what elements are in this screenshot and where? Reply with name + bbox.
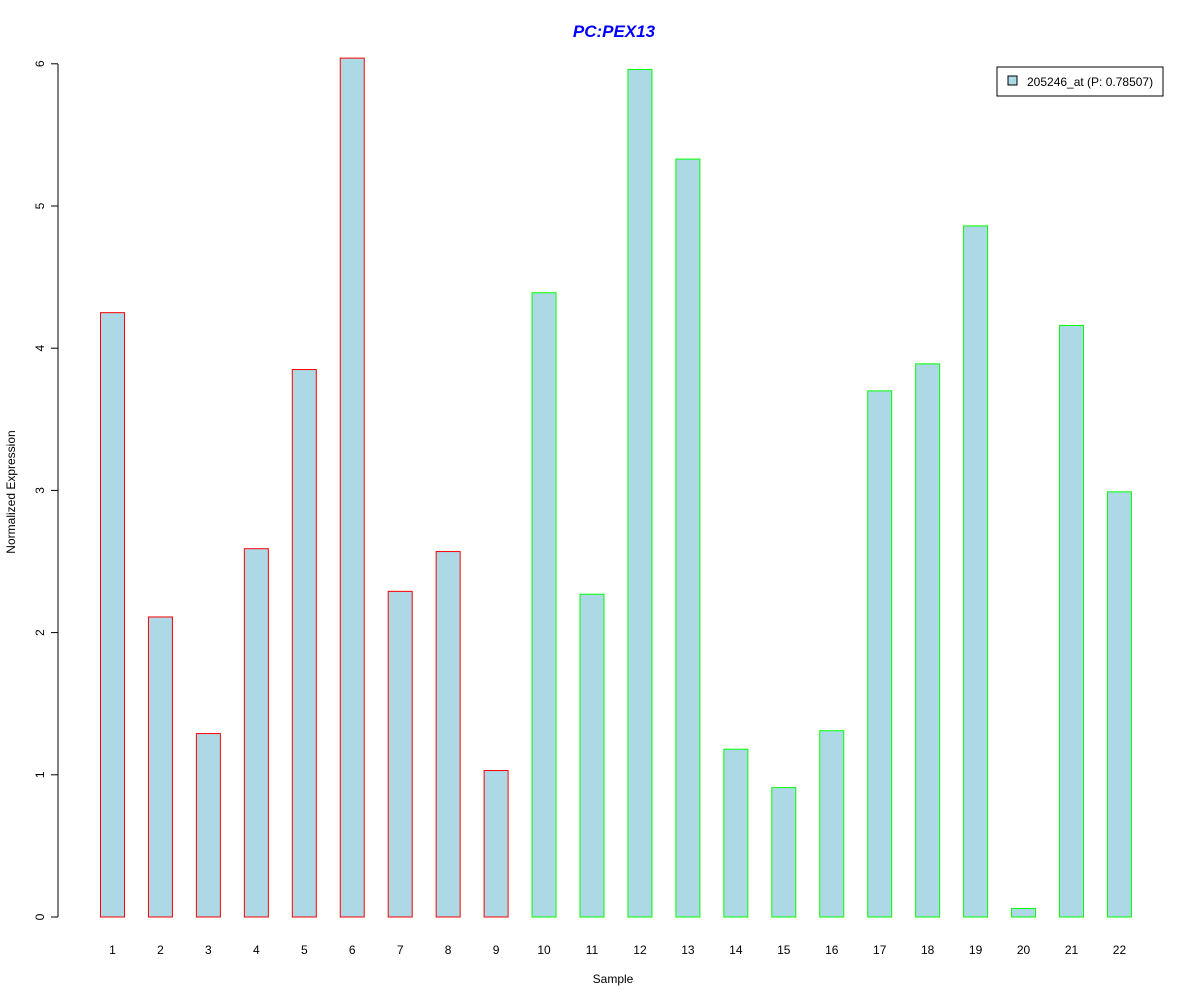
- x-tick-label: 5: [301, 943, 308, 957]
- bar: [1059, 324, 1084, 918]
- x-tick-label: 10: [537, 943, 551, 957]
- x-tick-label: 12: [633, 943, 647, 957]
- x-tick-label: 4: [253, 943, 260, 957]
- bar: [483, 770, 509, 918]
- legend: 205246_at (P: 0.78507): [996, 66, 1164, 97]
- bar: [771, 787, 797, 918]
- x-tick-label: 21: [1065, 943, 1079, 957]
- bars: [100, 57, 1132, 918]
- bar: [579, 593, 605, 918]
- y-axis-label: Normalized Expression: [4, 430, 18, 553]
- x-tick-labels: 1 2 3 4 5 6 7 8 9 10 11 12 13 14 15 16 17 18 19 20 21 22: [109, 943, 1126, 957]
- bar: [435, 551, 461, 918]
- x-tick-label: 13: [681, 943, 695, 957]
- x-tick-label: 14: [729, 943, 743, 957]
- y-tick-label: 6: [33, 60, 47, 67]
- bar: [339, 57, 365, 918]
- bar: [1106, 491, 1132, 918]
- x-tick-label: 20: [1017, 943, 1031, 957]
- y-tick-label: 3: [33, 487, 47, 494]
- x-tick-label: 18: [921, 943, 935, 957]
- x-tick-label: 8: [445, 943, 452, 957]
- x-tick-label: 3: [205, 943, 212, 957]
- bar: [195, 733, 221, 918]
- x-axis-label: Sample: [593, 972, 634, 986]
- bar: [1011, 907, 1037, 918]
- bar: [915, 363, 941, 918]
- x-tick-label: 22: [1113, 943, 1127, 957]
- x-tick-label: 17: [873, 943, 887, 957]
- bar: [291, 369, 317, 918]
- legend-box: [996, 66, 1164, 97]
- bar: [723, 748, 749, 918]
- chart-title: PC:PEX13: [573, 22, 656, 41]
- x-tick-label: 19: [969, 943, 983, 957]
- x-tick-label: 16: [825, 943, 839, 957]
- x-tick-label: 6: [349, 943, 356, 957]
- x-tick-label: 2: [157, 943, 164, 957]
- y-tick-label: 5: [33, 202, 47, 209]
- bar: [819, 730, 845, 918]
- y-tick-label: 1: [33, 771, 47, 778]
- y-tick-label: 4: [33, 345, 47, 352]
- x-tick-label: 11: [586, 943, 599, 957]
- y-tick-label: 0: [33, 913, 47, 920]
- legend-label: 205246_at (P: 0.78507): [1027, 75, 1153, 89]
- bar: [963, 225, 989, 918]
- x-tick-label: 7: [397, 943, 404, 957]
- bar: [243, 548, 269, 918]
- bar: [627, 68, 653, 918]
- legend-swatch: [1007, 75, 1018, 86]
- bar: [867, 390, 893, 918]
- x-tick-label: 9: [493, 943, 500, 957]
- bar: [531, 292, 557, 918]
- bar: [387, 590, 413, 918]
- bar: [100, 312, 125, 918]
- y-tick-label: 2: [33, 629, 47, 636]
- bar: [675, 158, 701, 918]
- bar: [147, 616, 173, 918]
- y-ticks: 0 1 2 3 4 5 6: [33, 60, 58, 920]
- x-tick-label: 15: [777, 943, 791, 957]
- x-tick-label: 1: [109, 943, 116, 957]
